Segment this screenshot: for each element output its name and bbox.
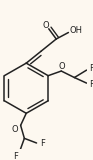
- Text: F: F: [89, 80, 93, 89]
- Text: OH: OH: [69, 26, 82, 35]
- Text: O: O: [43, 21, 49, 30]
- Text: O: O: [12, 125, 18, 135]
- Text: F: F: [89, 64, 93, 73]
- Text: F: F: [40, 139, 45, 148]
- Text: F: F: [13, 152, 18, 160]
- Text: O: O: [59, 62, 66, 71]
